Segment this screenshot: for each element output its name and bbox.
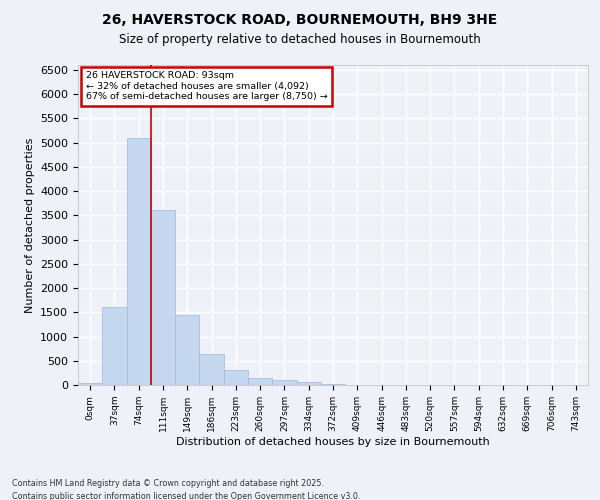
Text: 26, HAVERSTOCK ROAD, BOURNEMOUTH, BH9 3HE: 26, HAVERSTOCK ROAD, BOURNEMOUTH, BH9 3H…: [103, 12, 497, 26]
Bar: [224, 370, 248, 385]
Text: Contains HM Land Registry data © Crown copyright and database right 2025.: Contains HM Land Registry data © Crown c…: [12, 479, 324, 488]
Bar: [175, 314, 199, 385]
Text: Size of property relative to detached houses in Bournemouth: Size of property relative to detached ho…: [119, 32, 481, 46]
Bar: [127, 138, 151, 385]
Bar: [151, 210, 175, 385]
Text: Contains public sector information licensed under the Open Government Licence v3: Contains public sector information licen…: [12, 492, 361, 500]
Bar: [296, 382, 321, 385]
Text: 26 HAVERSTOCK ROAD: 93sqm
← 32% of detached houses are smaller (4,092)
67% of se: 26 HAVERSTOCK ROAD: 93sqm ← 32% of detac…: [86, 72, 328, 101]
Bar: [78, 382, 102, 385]
Y-axis label: Number of detached properties: Number of detached properties: [25, 138, 35, 312]
X-axis label: Distribution of detached houses by size in Bournemouth: Distribution of detached houses by size …: [176, 436, 490, 446]
Bar: [248, 378, 272, 385]
Bar: [102, 308, 127, 385]
Bar: [272, 380, 296, 385]
Bar: [321, 384, 345, 385]
Bar: [199, 354, 224, 385]
